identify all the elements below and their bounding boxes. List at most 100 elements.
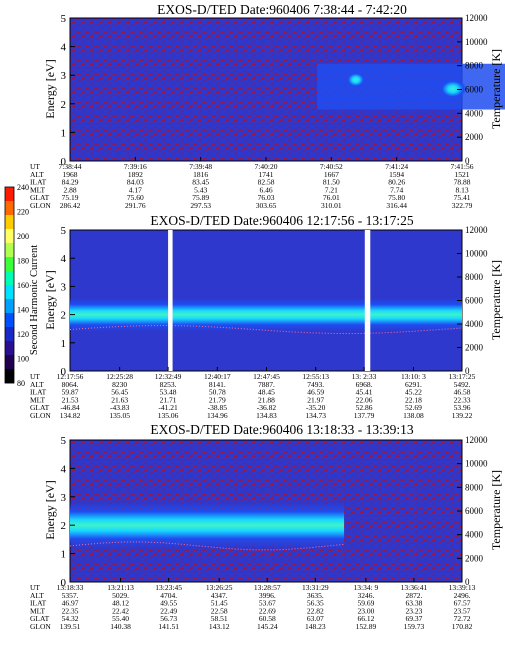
orbit-cell: 4.17	[129, 185, 142, 194]
temperature-trace	[69, 541, 345, 551]
orbit-cell: 22.82	[307, 606, 324, 615]
orbit-cell: 2872.	[406, 591, 423, 600]
panel-2-features	[69, 230, 463, 371]
panel-3: EXOS-D/TED Date:960406 13:18:33 - 13:39:…	[30, 422, 503, 631]
orbit-cell: 138.08	[403, 411, 424, 420]
colorbar-label: Second Harmonic Current	[29, 245, 40, 355]
orbit-cell: 51.45	[211, 599, 228, 608]
panel-2-y-label: Energy [eV]	[43, 270, 57, 329]
y-tick-label: 2	[61, 310, 67, 322]
y-tick-label: 2	[61, 99, 67, 111]
orbit-cell: 12:47:45	[253, 372, 280, 381]
orbit-cell: 13:26:25	[206, 583, 233, 592]
panel-3-y-label: Energy [eV]	[43, 480, 57, 539]
orbit-cell: 134.73	[305, 411, 326, 420]
orbit-cell: 134.82	[60, 411, 81, 420]
orbit-cell: 23.57	[454, 606, 471, 615]
orbit-cell: 310.01	[321, 201, 342, 210]
orbit-cell: 7:39:48	[189, 162, 212, 171]
panel-3-features	[69, 502, 345, 551]
energy-patch	[317, 63, 505, 110]
colorbar-swatch	[5, 341, 14, 356]
y-tick-label: 1	[61, 127, 67, 139]
colorbar-frame	[4, 186, 15, 384]
orbit-cell: 8064.	[62, 380, 79, 389]
orbit-cell: 6968.	[356, 380, 373, 389]
orbit-cell: 13:23:45	[155, 583, 182, 592]
orbit-cell: 316.44	[386, 201, 407, 210]
colorbar-tick-label: 160	[17, 281, 29, 290]
y-tick-label: 0	[61, 366, 67, 378]
y2-tick-label: 8000	[465, 482, 484, 492]
orbit-cell: 21.71	[160, 395, 177, 404]
y2-tick-label: 0	[465, 366, 470, 376]
y-tick-label: 3	[61, 492, 67, 504]
orbit-cell: 12:55:13	[302, 372, 329, 381]
orbit-cell: 56.35	[307, 599, 324, 608]
orbit-cell: 46.97	[62, 599, 79, 608]
orbit-cell: 137.79	[354, 411, 375, 420]
panel-1-title: EXOS-D/TED Date:960406 7:38:44 - 7:42:20	[157, 2, 407, 17]
orbit-cell: 297.53	[190, 201, 211, 210]
colorbar-swatch	[5, 271, 14, 286]
orbit-cell: 3996.	[259, 591, 276, 600]
orbit-cell: 134.83	[256, 411, 277, 420]
colorbar-swatch	[5, 215, 14, 230]
y-tick-label: 4	[61, 463, 67, 475]
orbit-cell: 56.73	[160, 614, 177, 623]
y2-tick-label: 12000	[465, 435, 488, 445]
orbit-cell: 322.79	[452, 201, 473, 210]
colorbar-swatches	[5, 187, 14, 384]
orbit-cell: 152.89	[356, 622, 377, 631]
orbit-row-label: ALT	[30, 170, 44, 179]
orbit-cell: 80.26	[388, 178, 405, 187]
y-tick-label: 2	[61, 520, 67, 532]
orbit-cell: 12:17:56	[57, 372, 84, 381]
orbit-cell: 75.89	[192, 193, 209, 202]
orbit-cell: 75.19	[62, 193, 79, 202]
orbit-cell: 49.55	[160, 599, 177, 608]
panel-3-y2-label: Temperature [K]	[489, 470, 503, 550]
orbit-cell: 55.40	[112, 614, 129, 623]
orbit-cell: 23.00	[357, 606, 374, 615]
orbit-cell: 59.69	[357, 599, 374, 608]
panel-1-y2-label: Temperature [K]	[489, 49, 503, 129]
orbit-cell: 2.88	[63, 185, 76, 194]
orbit-cell: 56.45	[111, 388, 128, 397]
orbit-row-label: UT	[30, 372, 40, 381]
orbit-cell: 48.12	[112, 599, 129, 608]
orbit-cell: 7.74	[390, 185, 403, 194]
orbit-cell: 170.82	[452, 622, 473, 631]
panel-1-axes: 0 1 2 3 4 5 0 2000 4000 6000 8000 10000 12000	[61, 13, 489, 168]
orbit-cell: 66.12	[357, 614, 374, 623]
orbit-cell: 1594	[389, 170, 404, 179]
orbit-cell: 1521	[455, 170, 470, 179]
orbit-row-label: GLON	[30, 201, 51, 210]
y2-tick-label: 8000	[465, 61, 484, 71]
orbit-row-label: ILAT	[30, 388, 47, 397]
orbit-cell: 8141.	[209, 380, 226, 389]
orbit-row-label: MLT	[30, 606, 46, 615]
orbit-cell: 7:38:44	[59, 162, 82, 171]
panel-2-title: EXOS-D/TED Date:960406 12:17:56 - 13:17:…	[150, 213, 413, 228]
orbit-cell: 7:41:24	[385, 162, 408, 171]
orbit-cell: 13:10: 3	[401, 372, 426, 381]
orbit-cell: 13:39:13	[449, 583, 476, 592]
orbit-cell: 22.33	[454, 395, 471, 404]
colorbar-tick-label: 100	[17, 355, 29, 364]
orbit-cell: 7:41:56	[451, 162, 474, 171]
colorbar-tick-label: 200	[17, 232, 29, 241]
y-tick-label: 0	[61, 156, 67, 168]
colorbar: 240 220 200 180 160 140 120 100 80 Second Harmon…	[4, 183, 40, 388]
y2-tick-label: 12000	[465, 225, 488, 235]
orbit-cell: 145.24	[257, 622, 278, 631]
panel-1-features	[317, 63, 505, 110]
orbit-cell: 84.03	[127, 178, 144, 187]
orbit-cell: 134.96	[207, 411, 228, 420]
orbit-cell: 148.23	[305, 622, 326, 631]
orbit-row-label: MLT	[30, 185, 46, 194]
y-tick-label: 5	[61, 435, 67, 447]
orbit-cell: 3246.	[357, 591, 374, 600]
orbit-cell: 53.67	[259, 599, 276, 608]
colorbar-swatch	[5, 369, 14, 384]
